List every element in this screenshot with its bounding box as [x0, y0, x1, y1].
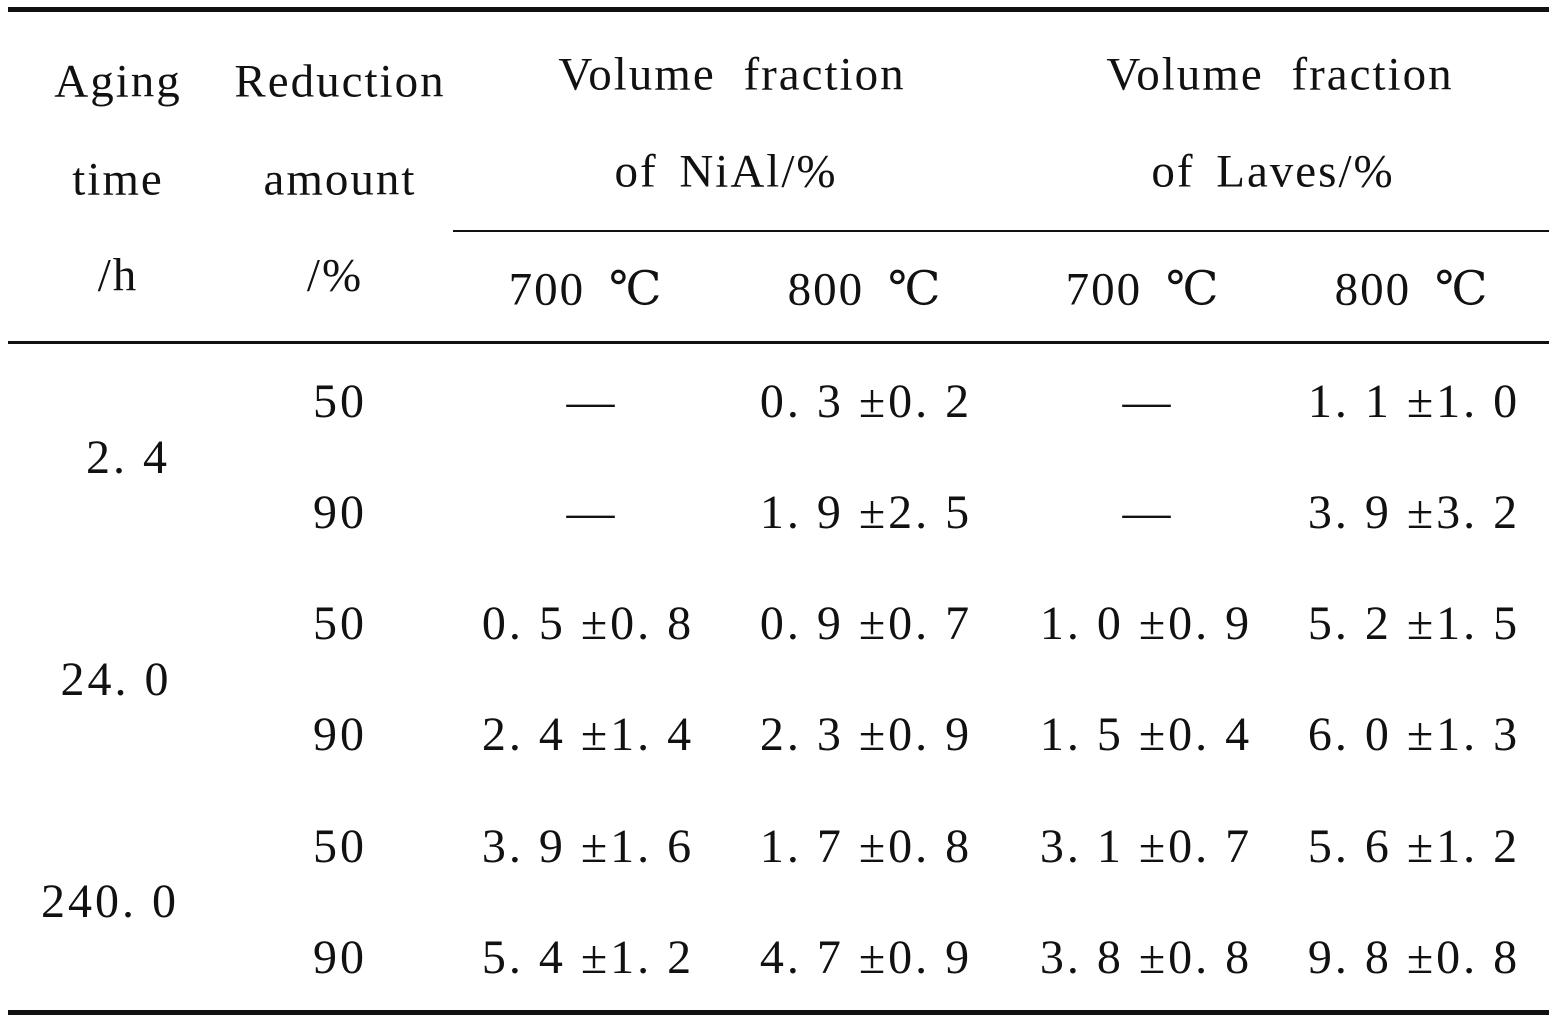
laves-800-cell: 5. 6 ±1. 2 [1307, 820, 1521, 873]
laves-800-cell: 9. 8 ±0. 8 [1307, 931, 1521, 984]
header-nial-line2: of NiAl/% [614, 145, 838, 198]
reduction-cell: 90 [313, 486, 367, 539]
bottom-rule [8, 1010, 1549, 1015]
subheader-rule [453, 230, 1549, 232]
reduction-cell: 90 [313, 708, 367, 761]
header-laves-line2: of Laves/% [1151, 145, 1395, 198]
reduction-cell: 90 [313, 931, 367, 984]
header-laves-line1: Volume fraction [1106, 48, 1454, 101]
reduction-cell: 50 [313, 375, 367, 428]
header-nial-line1: Volume fraction [558, 48, 906, 101]
laves-700-cell: 3. 1 ±0. 7 [1039, 820, 1253, 873]
laves-700-cell: — [1122, 375, 1174, 428]
nial-700-cell: 0. 5 ±0. 8 [481, 597, 695, 650]
nial-700-cell: 2. 4 ±1. 4 [481, 708, 695, 761]
header-laves-800: 800 ℃ [1334, 263, 1490, 316]
header-aging-line2: time [72, 153, 164, 206]
laves-700-cell: 1. 5 ±0. 4 [1039, 708, 1253, 761]
header-laves-700: 700 ℃ [1065, 263, 1221, 316]
laves-700-cell: 1. 0 ±0. 9 [1039, 597, 1253, 650]
header-aging-line1: Aging [54, 55, 182, 108]
top-rule [8, 7, 1549, 12]
nial-700-cell: 3. 9 ±1. 6 [481, 820, 695, 873]
laves-700-cell: — [1122, 486, 1174, 539]
laves-800-cell: 1. 1 ±1. 0 [1307, 375, 1521, 428]
laves-800-cell: 3. 9 ±3. 2 [1307, 486, 1521, 539]
header-nial-800: 800 ℃ [787, 263, 943, 316]
laves-700-cell: 3. 8 ±0. 8 [1039, 931, 1253, 984]
nial-800-cell: 0. 9 ±0. 7 [759, 597, 973, 650]
nial-800-cell: 1. 7 ±0. 8 [759, 820, 973, 873]
nial-800-cell: 2. 3 ±0. 9 [759, 708, 973, 761]
nial-800-cell: 4. 7 ±0. 9 [759, 931, 973, 984]
header-bottom-rule [8, 341, 1549, 344]
nial-800-cell: 0. 3 ±0. 2 [759, 375, 973, 428]
header-reduction-line2: amount [263, 153, 417, 206]
reduction-cell: 50 [313, 597, 367, 650]
header-reduction-line3: /% [306, 249, 364, 302]
nial-700-cell: — [566, 375, 618, 428]
nial-700-cell: 5. 4 ±1. 2 [481, 931, 695, 984]
header-reduction-line1: Reduction [234, 55, 446, 108]
nial-800-cell: 1. 9 ±2. 5 [759, 486, 973, 539]
aging-time-cell: 24. 0 [60, 653, 172, 706]
aging-time-cell: 2. 4 [86, 431, 170, 484]
header-aging-line3: /h [97, 249, 139, 302]
laves-800-cell: 5. 2 ±1. 5 [1307, 597, 1521, 650]
reduction-cell: 50 [313, 820, 367, 873]
aging-time-cell: 240. 0 [41, 875, 179, 928]
nial-700-cell: — [566, 486, 618, 539]
laves-800-cell: 6. 0 ±1. 3 [1307, 708, 1521, 761]
header-nial-700: 700 ℃ [508, 263, 664, 316]
